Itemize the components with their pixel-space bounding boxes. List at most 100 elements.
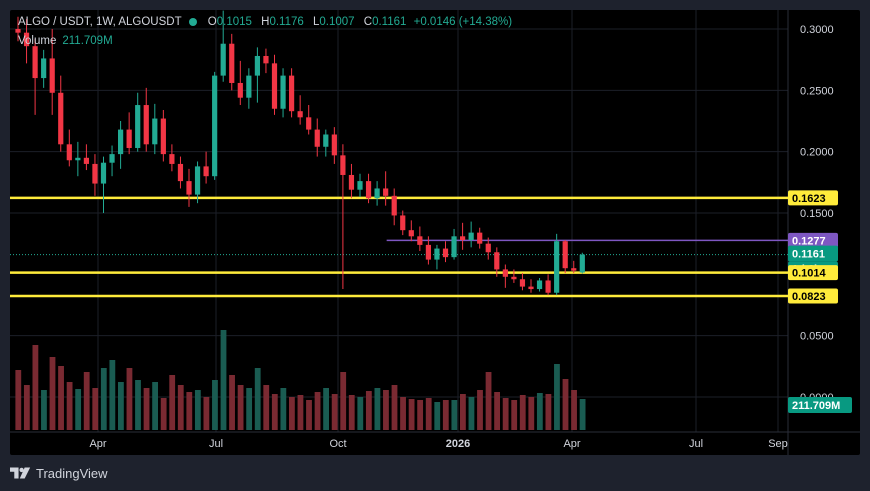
low-label: L [312,16,320,28]
candle-body [494,252,500,270]
candle-body [408,230,414,237]
candle-body [519,279,526,287]
time-axis: Apr Jul Oct 2026 Apr Jul Sep [89,438,787,450]
volume-bar [485,372,492,430]
candle [246,68,252,109]
volume-bar [58,366,64,430]
candle [254,47,260,103]
candle-body [237,82,243,98]
candle [118,121,124,169]
level-price-tag: 0.1623 [788,190,838,206]
candle-body [271,63,278,109]
volume-bar [220,330,227,430]
candle-body [528,286,534,290]
candle [263,48,269,74]
candles [15,10,585,296]
volume-bar [442,400,449,430]
candle [220,10,226,82]
volume-value: 211.709M [62,35,113,47]
candle [15,16,21,42]
volume-bar [126,368,133,430]
candle-body [118,129,124,155]
candle-body [135,105,141,148]
volume-bar [194,390,201,430]
volume-bar [383,390,389,430]
volume-bar [408,399,415,430]
candle [536,278,543,292]
candle-body [391,195,397,216]
candle-body [331,134,337,156]
candle [152,103,158,155]
volume-bars [15,330,586,430]
candle-body [502,269,508,277]
volume-bar [49,357,56,430]
volume-bar [246,388,253,430]
candle-body [468,232,474,240]
candle [331,127,337,164]
tradingview-logo-icon[interactable] [10,466,32,480]
candle-body [194,166,201,195]
candle [357,173,363,198]
symbol-label[interactable]: ALGO / USDT, 1W, ALGOUSDT [18,16,182,28]
volume-bar [331,394,338,430]
candle [434,244,440,270]
candle-body [246,75,252,98]
candle [460,222,466,250]
time-tick-label: Apr [563,438,580,450]
candle-body [126,129,132,148]
candle [271,54,278,115]
candle [408,220,414,242]
volume-bar [109,360,116,430]
brand-name[interactable]: TradingView [36,465,108,481]
candle-body [340,155,346,175]
candle [391,188,397,226]
volume-bar [271,394,278,430]
high-label: H [261,16,270,28]
candle [160,109,166,162]
volume-bar [186,392,193,430]
volume-bar [237,385,244,430]
volume-label[interactable]: Volume [18,35,57,47]
candle [109,145,115,177]
candle-body [442,248,449,258]
volume-bar [417,400,424,430]
candle [126,112,132,155]
volume-bar [135,380,141,430]
candle [49,29,55,115]
candle-body [49,58,55,93]
price-tick-label: 0.2000 [800,147,834,159]
volume-bar [365,391,372,430]
volume-bar [357,397,364,430]
candle [579,252,585,274]
candle-body [152,118,158,145]
volume-tag: 211.709M [788,397,852,413]
level-price-tag: 0.1014 [788,265,838,281]
volume-bar [511,400,518,430]
volume-bar [391,385,398,430]
volume-bar [177,385,184,430]
time-tick-label: Jul [689,438,703,450]
candle-body [66,144,72,161]
candle [314,118,320,157]
candle [494,247,500,277]
volume-bar [314,392,321,430]
candle [194,161,201,204]
level-price-tag-text: 0.1014 [792,268,827,280]
candle [528,279,534,293]
candle [306,105,312,135]
volume-bar [571,390,577,430]
candle [100,156,107,213]
candle [562,239,568,274]
candle [32,38,38,115]
open-label: O [207,16,217,28]
price-tick-label: 0.0500 [800,331,834,343]
volume-bar [143,388,150,430]
volume-bar [169,375,176,430]
candle-body [289,75,295,112]
level-price-tag-bg [788,288,838,304]
candle-body [314,129,320,147]
volume-bar [451,400,458,430]
volume-bar [528,397,535,430]
